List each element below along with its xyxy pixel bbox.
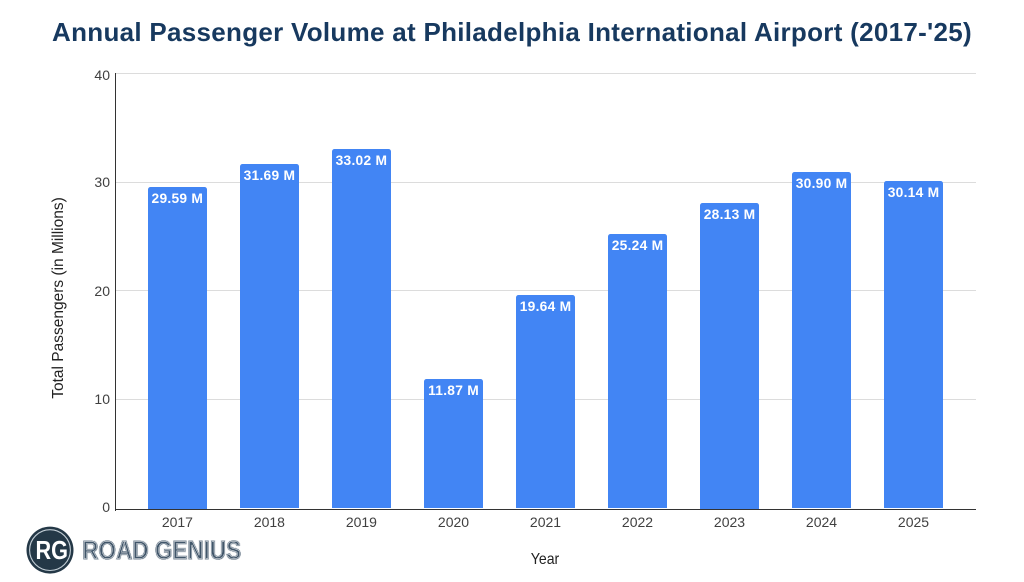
svg-text:ROAD GENIUS: ROAD GENIUS (82, 535, 241, 565)
svg-text:ROAD GENIUS: ROAD GENIUS (82, 535, 241, 565)
svg-text:RG: RG (35, 537, 68, 565)
svg-text:ROAD GENIUS: ROAD GENIUS (82, 535, 241, 565)
